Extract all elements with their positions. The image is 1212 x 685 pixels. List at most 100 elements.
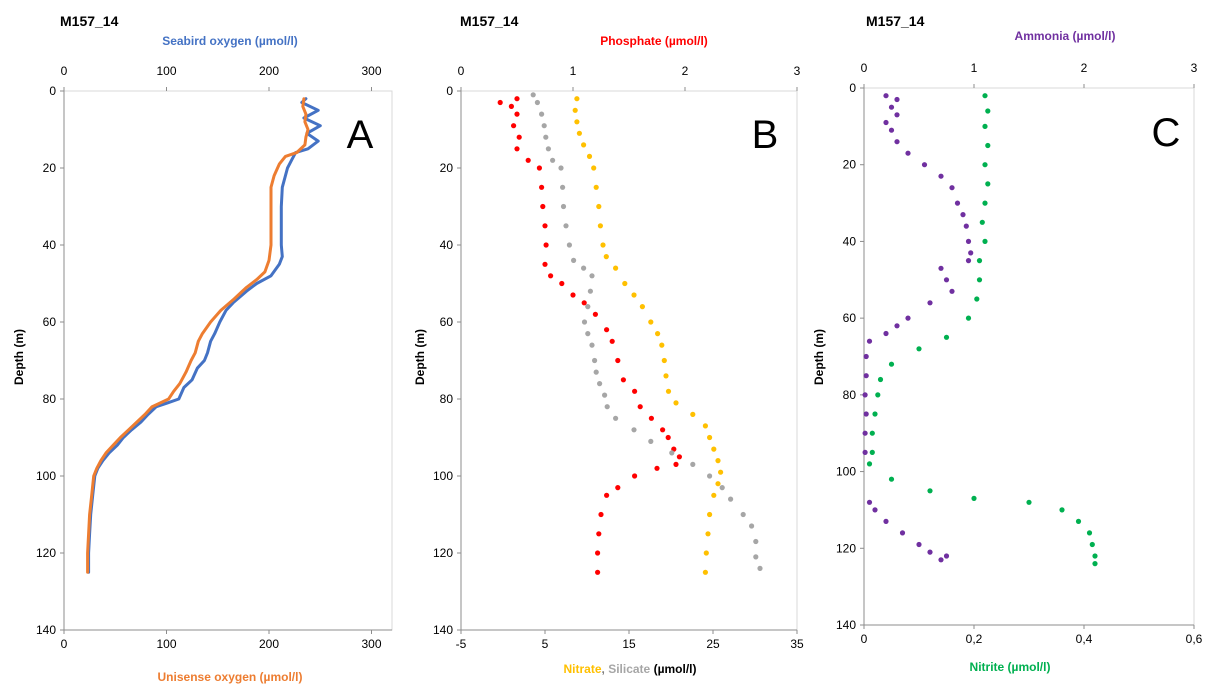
data-point-nitrite xyxy=(982,93,988,99)
data-point-phosphate xyxy=(510,123,517,129)
data-point-phosphate xyxy=(596,531,602,537)
data-point-silicate xyxy=(560,184,566,190)
data-point-ammonia xyxy=(863,373,869,379)
data-point-phosphate xyxy=(615,485,621,491)
data-point-ammonia xyxy=(862,430,868,436)
y-tick-label: 40 xyxy=(43,238,57,252)
data-point-nitrate xyxy=(613,265,619,271)
data-point-nitrite xyxy=(985,142,991,149)
plot-area: 0 20 40 60 80 100 120 140 0 100 200 300 0 100 200 300 xyxy=(36,64,393,651)
data-point-silicate xyxy=(740,511,746,518)
data-point-nitrate xyxy=(661,357,667,364)
top-tick-label: 200 xyxy=(259,64,279,78)
data-point-nitrite xyxy=(976,258,983,264)
data-point-ammonia xyxy=(943,277,950,283)
data-point-phosphate xyxy=(497,99,503,106)
bottom-tick-label: 0 xyxy=(61,637,68,651)
data-point-ammonia xyxy=(943,553,950,559)
y-tick-label: 80 xyxy=(843,388,857,402)
data-point-ammonia xyxy=(968,250,974,256)
data-point-silicate xyxy=(757,565,763,572)
y-axis-label: Depth (m) xyxy=(812,329,826,385)
panel-a: M157_14 Seabird oxygen (µmol/l) Unisense… xyxy=(12,13,393,684)
data-point-nitrate xyxy=(591,165,597,171)
bottom-tick-label: 5 xyxy=(542,637,549,651)
data-point-phosphate xyxy=(570,292,576,298)
data-point-phosphate xyxy=(595,550,601,556)
data-point-nitrate xyxy=(690,411,696,417)
data-point-silicate xyxy=(631,427,637,433)
data-point-ammonia xyxy=(872,507,878,513)
data-point-silicate xyxy=(560,203,567,210)
bottom-tick-label: 0,6 xyxy=(1186,632,1203,646)
data-point-nitrite xyxy=(1075,518,1082,525)
data-point-nitrite xyxy=(985,181,991,187)
data-point-phosphate xyxy=(648,415,655,421)
data-point-phosphate xyxy=(637,404,643,410)
data-point-silicate xyxy=(719,485,725,491)
data-point-ammonia xyxy=(963,223,969,229)
data-point-phosphate xyxy=(581,300,587,306)
data-point-nitrate xyxy=(576,130,583,136)
data-point-nitrate xyxy=(655,331,661,337)
y-axis-label: Depth (m) xyxy=(413,329,427,385)
data-point-nitrate xyxy=(597,223,604,229)
bottom-tick-label: 15 xyxy=(622,637,636,651)
data-point-nitrate xyxy=(593,184,599,190)
data-point-phosphate xyxy=(604,327,610,333)
data-point-silicate xyxy=(545,146,552,152)
data-point-nitrite xyxy=(866,461,873,467)
data-point-phosphate xyxy=(536,165,543,171)
data-point-silicate xyxy=(585,331,591,337)
data-point-silicate xyxy=(581,319,588,325)
top-tick-label: 1 xyxy=(570,64,577,78)
data-point-phosphate xyxy=(548,273,554,279)
data-point-ammonia xyxy=(927,300,933,306)
y-tick-label: 20 xyxy=(440,161,454,175)
data-point-silicate xyxy=(690,461,696,467)
data-point-phosphate xyxy=(514,96,520,102)
data-point-silicate xyxy=(539,111,545,117)
data-point-silicate xyxy=(550,157,556,163)
panel-title: M157_14 xyxy=(60,13,119,29)
data-point-silicate xyxy=(602,392,608,398)
data-point-nitrite xyxy=(869,430,875,436)
data-point-nitrite xyxy=(982,162,988,168)
y-tick-label: 40 xyxy=(843,234,857,248)
top-tick-label: 2 xyxy=(1081,61,1088,75)
bottom-tick-label: 25 xyxy=(706,637,720,651)
data-point-nitrite xyxy=(982,200,988,206)
data-point-nitrate xyxy=(715,481,721,487)
data-point-phosphate xyxy=(543,242,549,248)
top-axis-label: Seabird oxygen (µmol/l) xyxy=(162,34,298,48)
data-point-nitrate xyxy=(673,400,679,406)
data-point-ammonia xyxy=(960,212,966,218)
data-point-nitrate xyxy=(574,96,580,102)
data-point-silicate xyxy=(585,304,591,310)
bottom-tick-label: 300 xyxy=(361,637,381,651)
data-point-ammonia xyxy=(905,315,911,321)
data-point-ammonia xyxy=(899,530,906,536)
data-point-phosphate xyxy=(540,203,546,210)
panel-title: M157_14 xyxy=(866,13,925,29)
data-point-nitrate xyxy=(711,446,717,452)
bottom-axis-label-separator: , xyxy=(602,662,609,676)
data-point-ammonia xyxy=(863,411,869,417)
data-point-nitrite xyxy=(1086,530,1093,536)
plot-area: 0 20 40 60 80 100 120 140 0 1 2 3 0 0,2 0,4 0,6 xyxy=(836,61,1203,646)
bottom-tick-label: 100 xyxy=(156,637,176,651)
data-point-nitrate xyxy=(663,373,669,379)
data-point-phosphate xyxy=(615,357,621,364)
data-point-silicate xyxy=(558,165,564,171)
data-point-silicate xyxy=(592,357,598,364)
data-point-nitrate xyxy=(705,531,711,537)
data-point-ammonia xyxy=(894,323,900,329)
panel-c: M157_14 Ammonia (µmol/l) Nitrite (µmol/l… xyxy=(812,13,1203,674)
data-point-nitrate xyxy=(586,153,593,159)
data-point-ammonia xyxy=(905,150,911,156)
data-point-nitrite xyxy=(943,334,950,340)
data-point-nitrate xyxy=(639,304,646,310)
data-point-nitrate xyxy=(702,569,709,575)
data-point-nitrate xyxy=(711,492,717,498)
data-point-ammonia xyxy=(866,338,873,344)
